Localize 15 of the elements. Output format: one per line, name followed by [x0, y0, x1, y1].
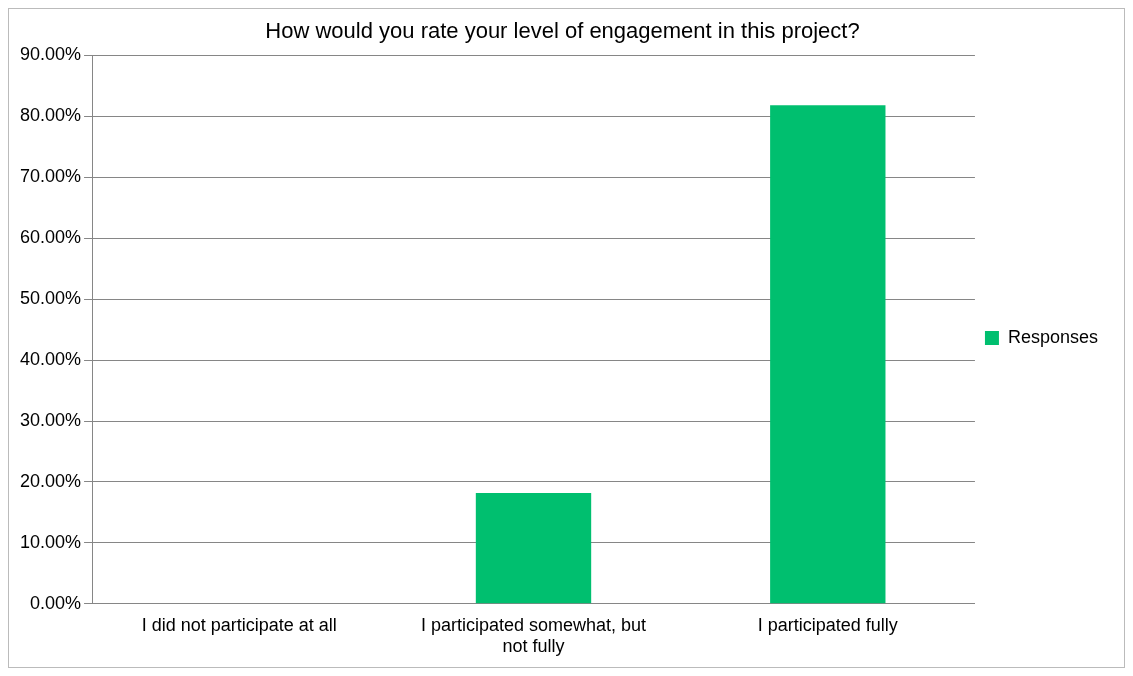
y-tick-label: 40.00% [19, 349, 82, 370]
y-tick-label: 10.00% [19, 531, 82, 552]
y-tick-label: 70.00% [19, 166, 82, 187]
y-tick-label: 50.00% [19, 288, 82, 309]
legend-label: Responses [1007, 326, 1099, 347]
x-tick-label: I did not participate at all [141, 614, 337, 635]
x-tick-label: I participated fully [757, 614, 898, 635]
y-tick-label: 90.00% [19, 44, 82, 65]
y-tick-label: 80.00% [19, 105, 82, 126]
x-tick-label: I participated somewhat, but not fully [420, 614, 647, 657]
y-tick-label: 0.00% [30, 592, 82, 613]
y-tick-label: 20.00% [19, 470, 82, 491]
y-tick-label: 30.00% [19, 409, 82, 430]
chart-title: How would you rate your level of engagement in this project? [265, 18, 860, 44]
y-tick-label: 60.00% [19, 227, 82, 248]
